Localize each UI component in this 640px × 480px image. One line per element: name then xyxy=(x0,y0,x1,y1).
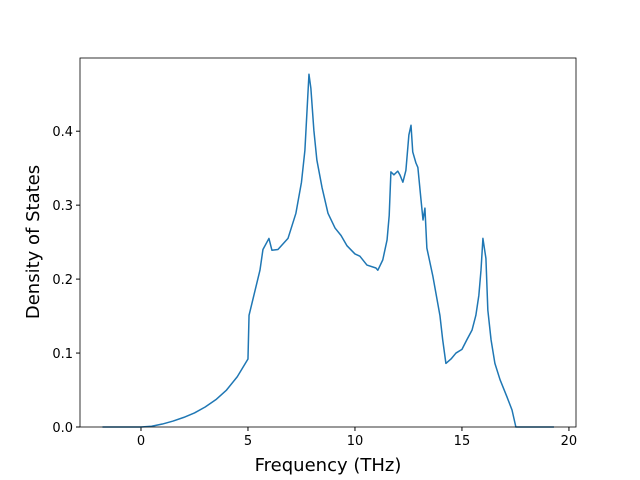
y-tick-label: 0.4 xyxy=(52,125,73,140)
plot-frame xyxy=(79,57,577,428)
y-tick-label: 0.2 xyxy=(52,273,73,288)
x-tick-label: 0 xyxy=(137,434,145,449)
y-tick-label: 0.0 xyxy=(52,421,73,436)
y-tick-label: 0.3 xyxy=(52,199,73,214)
y-axis-label: Density of States xyxy=(23,165,44,319)
y-tick-label: 0.1 xyxy=(52,347,73,362)
x-tick-label: 20 xyxy=(561,434,578,449)
x-tick-label: 5 xyxy=(244,434,252,449)
x-tick-label: 10 xyxy=(347,434,364,449)
x-axis-label: Frequency (THz) xyxy=(255,455,402,476)
line xyxy=(102,73,554,428)
x-tick-label: 15 xyxy=(454,434,471,449)
